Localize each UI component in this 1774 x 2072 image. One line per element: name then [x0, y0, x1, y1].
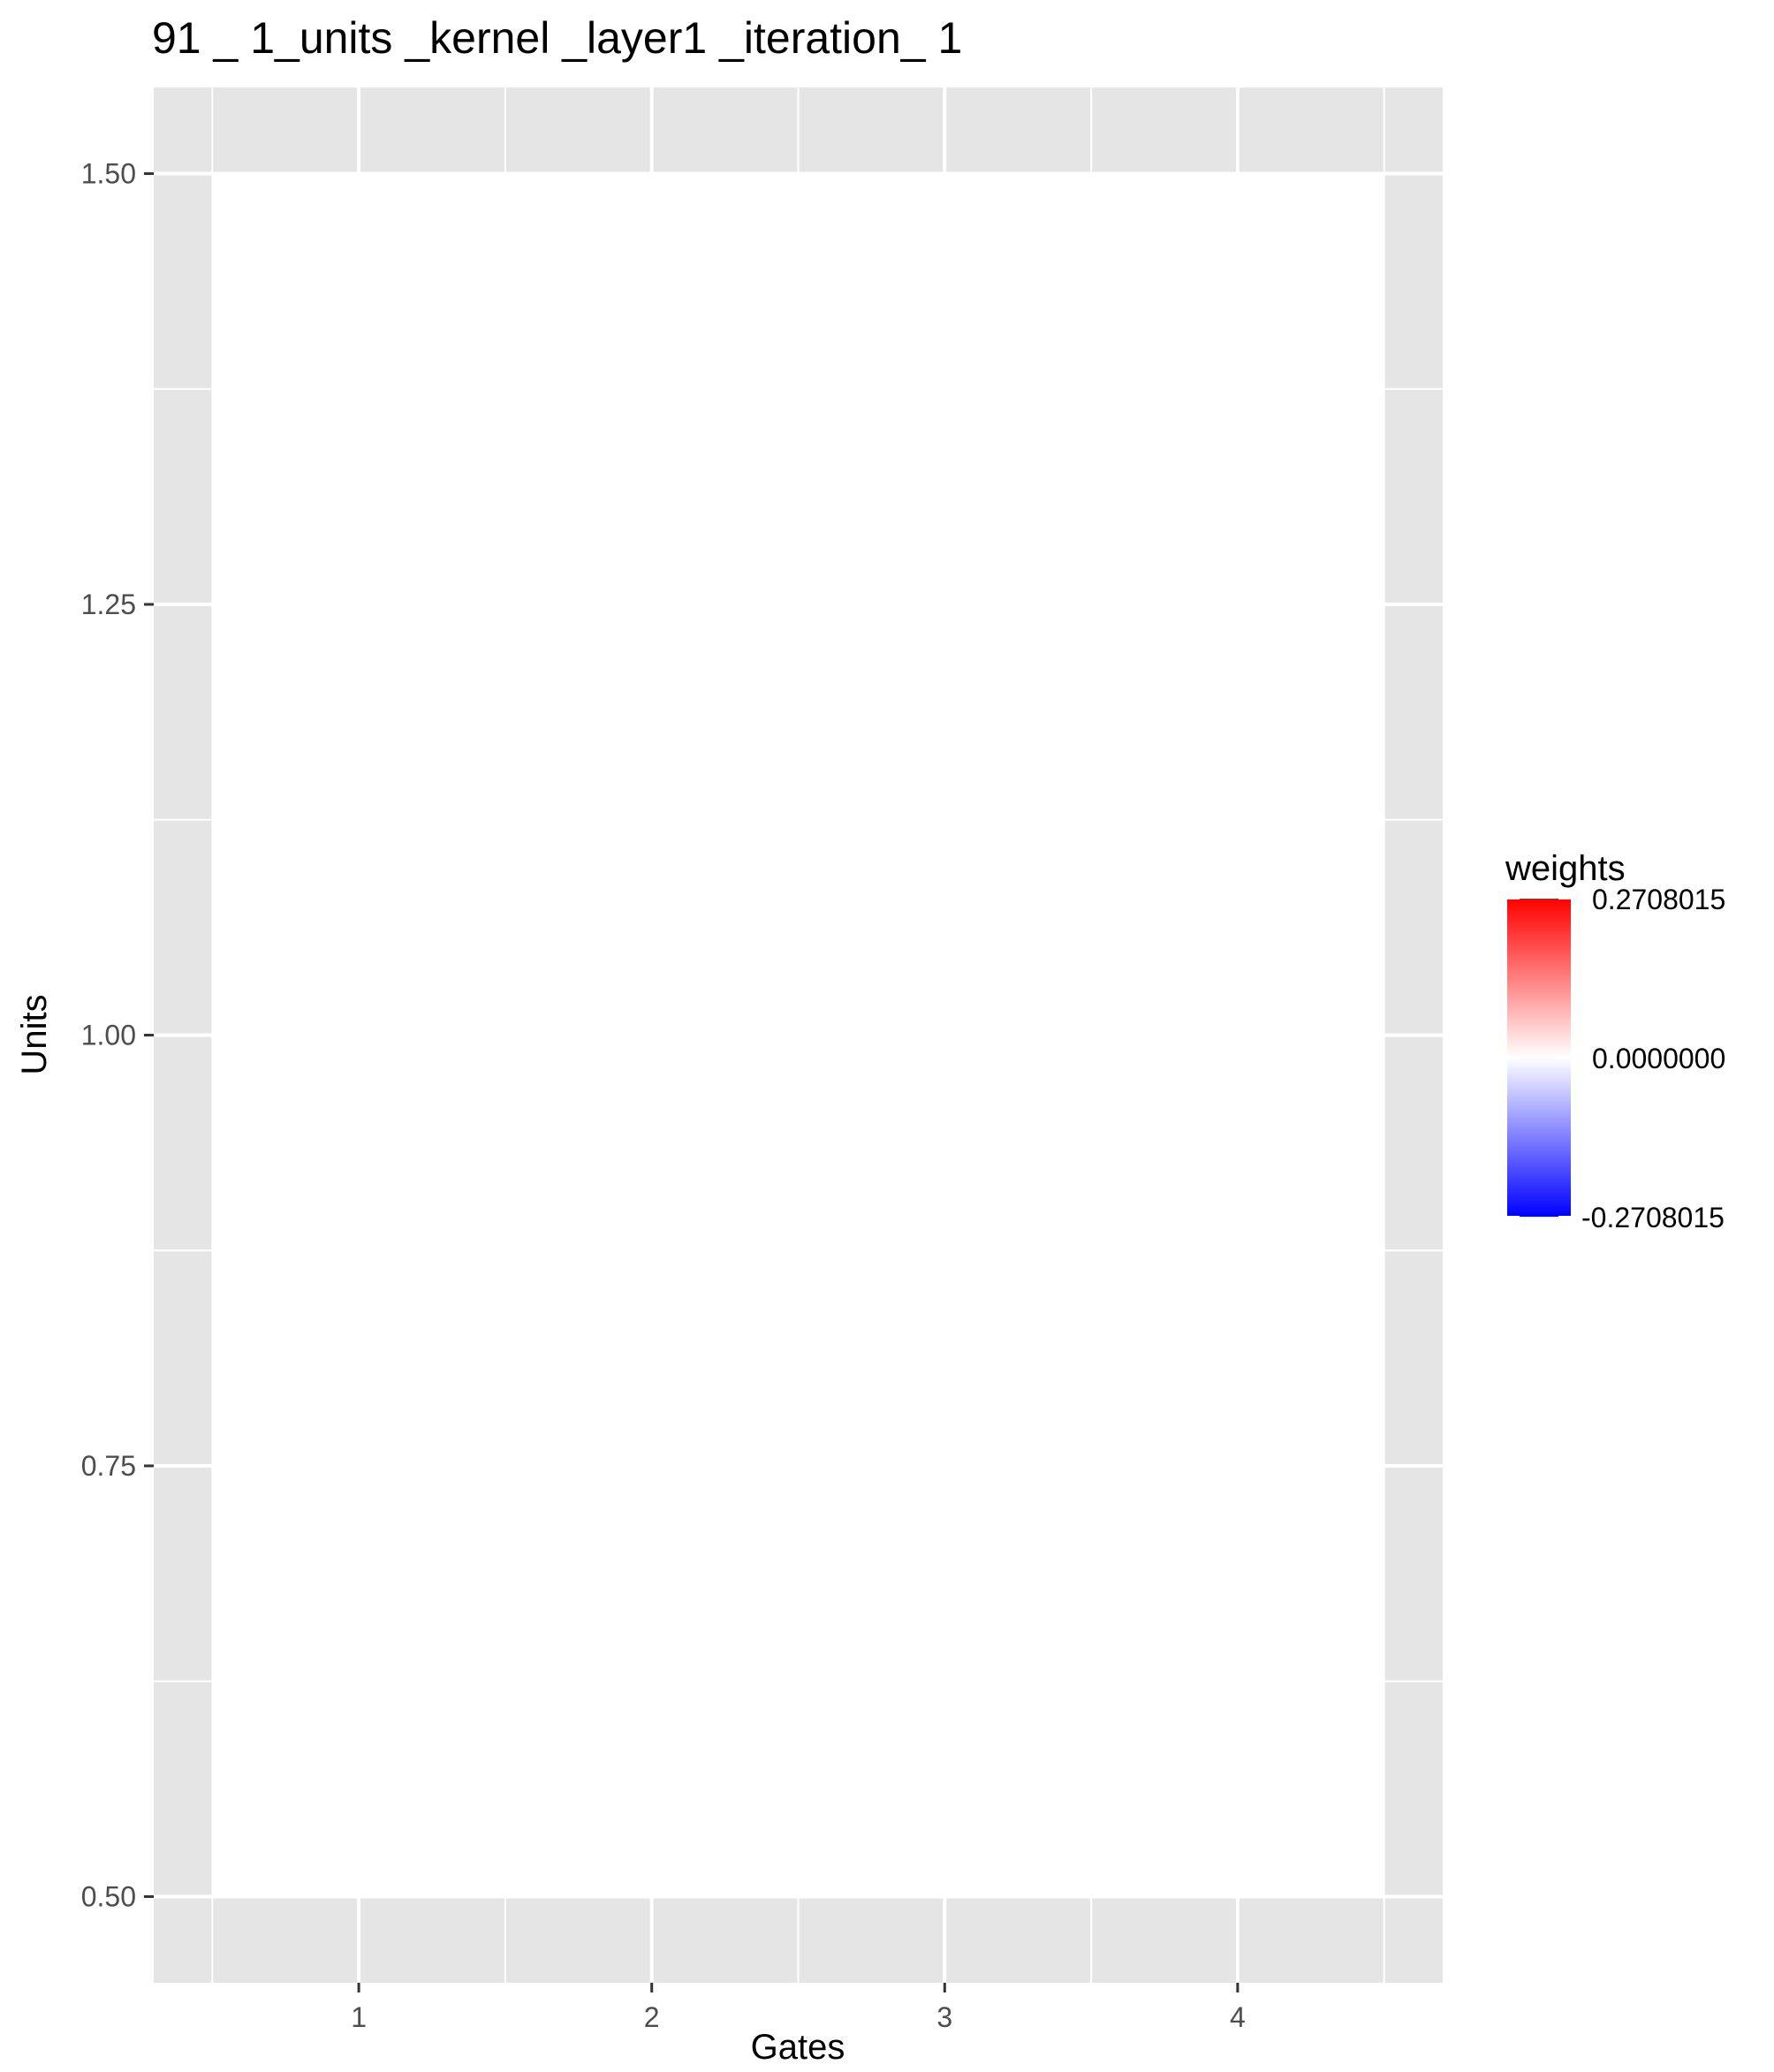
y-tick-label-0: 0.50 — [81, 1881, 136, 1913]
legend-label-mid: 0.0000000 — [1592, 1043, 1725, 1074]
x-tick-label-0: 1 — [351, 2001, 367, 2033]
heatmap-cell-2 — [504, 173, 799, 1897]
heatmap-cell-1 — [212, 173, 506, 1897]
y-tick-label-3: 1.25 — [81, 588, 136, 620]
heatmap-cells — [212, 173, 1385, 1897]
legend-title: weights — [1505, 849, 1626, 888]
y-tick-label-2: 1.00 — [81, 1020, 136, 1051]
x-tick-label-2: 3 — [936, 2001, 952, 2033]
x-tick-label-3: 4 — [1230, 2001, 1246, 2033]
color-legend: weights 0.2708015 0.0000000 -0.2708015 — [1505, 849, 1725, 1233]
y-axis: 0.50 0.75 1.00 1.25 1.50 — [81, 158, 154, 1913]
y-tick-label-1: 0.75 — [81, 1450, 136, 1482]
y-axis-title: Units — [15, 994, 54, 1074]
x-axis-title: Gates — [751, 2028, 845, 2067]
legend-label-max: 0.2708015 — [1592, 884, 1725, 915]
heatmap-cell-4 — [1091, 173, 1385, 1897]
x-tick-label-1: 2 — [644, 2001, 660, 2033]
x-axis: 1 2 3 4 — [351, 1983, 1246, 2033]
legend-label-min: -0.2708015 — [1581, 1202, 1725, 1233]
chart-title: 91 _ 1_units _kernel _layer1 _iteration_… — [152, 13, 962, 63]
heatmap-cell-3 — [798, 173, 1092, 1897]
y-tick-label-4: 1.50 — [81, 158, 136, 190]
